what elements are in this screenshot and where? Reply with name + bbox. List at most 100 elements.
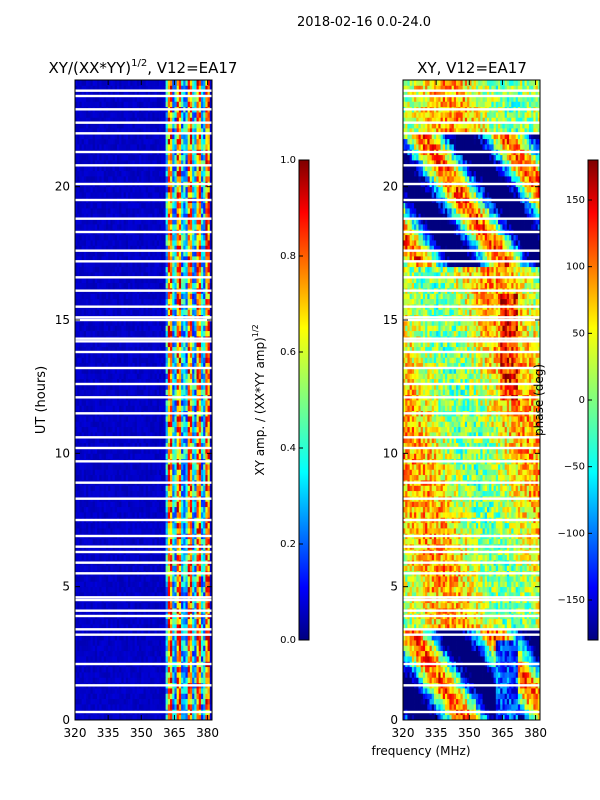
heatmap-cell <box>189 554 193 561</box>
heatmap-cell <box>196 634 200 641</box>
heatmap-cell <box>167 330 171 337</box>
heatmap-cell <box>150 714 153 720</box>
heatmap-cell <box>209 453 212 460</box>
heatmap-cell <box>203 389 206 396</box>
heatmap-cell <box>88 442 91 449</box>
heatmap-cell <box>114 501 118 508</box>
heatmap-cell <box>94 357 98 364</box>
heatmap-cell <box>119 426 122 433</box>
heatmap-cell <box>116 320 120 326</box>
heatmap-cell <box>147 485 151 492</box>
heatmap-cell <box>178 672 182 678</box>
heatmap-cell <box>88 704 91 710</box>
heatmap-cell <box>194 352 197 358</box>
heatmap-cell <box>130 442 133 449</box>
heatmap-cell <box>198 384 202 390</box>
heatmap-cell <box>77 368 80 374</box>
heatmap-cell <box>88 485 91 492</box>
heatmap-cell <box>86 586 89 593</box>
heatmap-cell <box>114 714 118 720</box>
heatmap-cell <box>145 330 149 337</box>
heatmap-cell <box>187 586 191 593</box>
heatmap-cell <box>119 421 122 428</box>
heatmap-cell <box>139 341 142 348</box>
heatmap-cell <box>134 528 138 534</box>
heatmap-cell <box>99 528 102 534</box>
heatmap-cell <box>200 528 204 534</box>
heatmap-cell <box>189 666 193 673</box>
heatmap-cell <box>90 320 94 326</box>
heatmap-cell <box>187 309 191 316</box>
heatmap-cell <box>108 325 111 332</box>
heatmap-cell <box>128 432 131 438</box>
heatmap-cell <box>172 704 175 710</box>
heatmap-cell <box>161 341 164 348</box>
heatmap-cell <box>103 650 107 657</box>
heatmap-cell <box>167 357 171 364</box>
heatmap-cell <box>81 666 85 673</box>
heatmap-cell <box>200 352 204 358</box>
heatmap-cell <box>152 528 155 534</box>
heatmap-cell <box>139 640 142 646</box>
heatmap-cell <box>97 602 100 609</box>
heatmap-cell <box>161 624 164 630</box>
heatmap-cell <box>103 698 107 705</box>
heatmap-cell <box>187 426 191 433</box>
heatmap-cell <box>176 677 180 684</box>
heatmap-cell <box>110 293 113 300</box>
heatmap-cell <box>181 293 184 300</box>
heatmap-cell <box>136 448 140 454</box>
heatmap-cell <box>178 629 182 636</box>
heatmap-cell <box>209 624 212 630</box>
heatmap-cell <box>189 352 193 358</box>
heatmap-cell <box>158 698 162 705</box>
heatmap-cell <box>185 464 189 470</box>
heatmap-cell <box>99 442 102 449</box>
heatmap-cell <box>150 309 153 316</box>
heatmap-cell <box>176 645 180 652</box>
heatmap-cell <box>77 384 80 390</box>
heatmap-cell <box>189 309 193 316</box>
heatmap-cell <box>172 373 175 380</box>
heatmap-cell <box>121 453 125 460</box>
heatmap-cell <box>152 421 155 428</box>
heatmap-cell <box>128 688 131 694</box>
heatmap-cell <box>150 416 153 422</box>
heatmap-cell <box>194 645 197 652</box>
heatmap-cell <box>125 586 129 593</box>
heatmap-cell <box>152 512 155 518</box>
heatmap-cell <box>112 389 116 396</box>
heatmap-cell <box>81 522 85 529</box>
heatmap-cell <box>92 634 96 641</box>
heatmap-cell <box>83 432 87 438</box>
heatmap-cell <box>161 421 164 428</box>
heatmap-cell <box>125 581 129 588</box>
heatmap-cell <box>147 602 151 609</box>
heatmap-cell <box>83 645 87 652</box>
heatmap-cell <box>203 330 206 337</box>
heatmap-cell <box>163 357 166 364</box>
heatmap-cell <box>192 592 195 598</box>
heatmap-cell <box>128 602 131 609</box>
heatmap-cell <box>99 592 102 598</box>
heatmap-cell <box>156 384 160 390</box>
heatmap-cell <box>158 602 162 609</box>
heatmap-cell <box>94 688 98 694</box>
heatmap-cell <box>167 469 171 476</box>
heatmap-cell <box>174 698 178 705</box>
heatmap-cell <box>172 522 175 529</box>
heatmap-cell <box>167 672 171 678</box>
heatmap-cell <box>189 384 193 390</box>
heatmap-cell <box>185 576 189 582</box>
heatmap-cell <box>158 442 162 449</box>
heatmap-cell <box>110 714 113 720</box>
heatmap-cell <box>209 384 212 390</box>
heatmap-cell <box>116 352 120 358</box>
heatmap-cell <box>170 320 173 326</box>
heatmap-cell <box>108 421 111 428</box>
heatmap-cell <box>79 357 83 364</box>
heatmap-cell <box>105 693 109 700</box>
heatmap-cell <box>112 400 116 406</box>
heatmap-cell <box>81 672 85 678</box>
heatmap-cell <box>161 469 164 476</box>
